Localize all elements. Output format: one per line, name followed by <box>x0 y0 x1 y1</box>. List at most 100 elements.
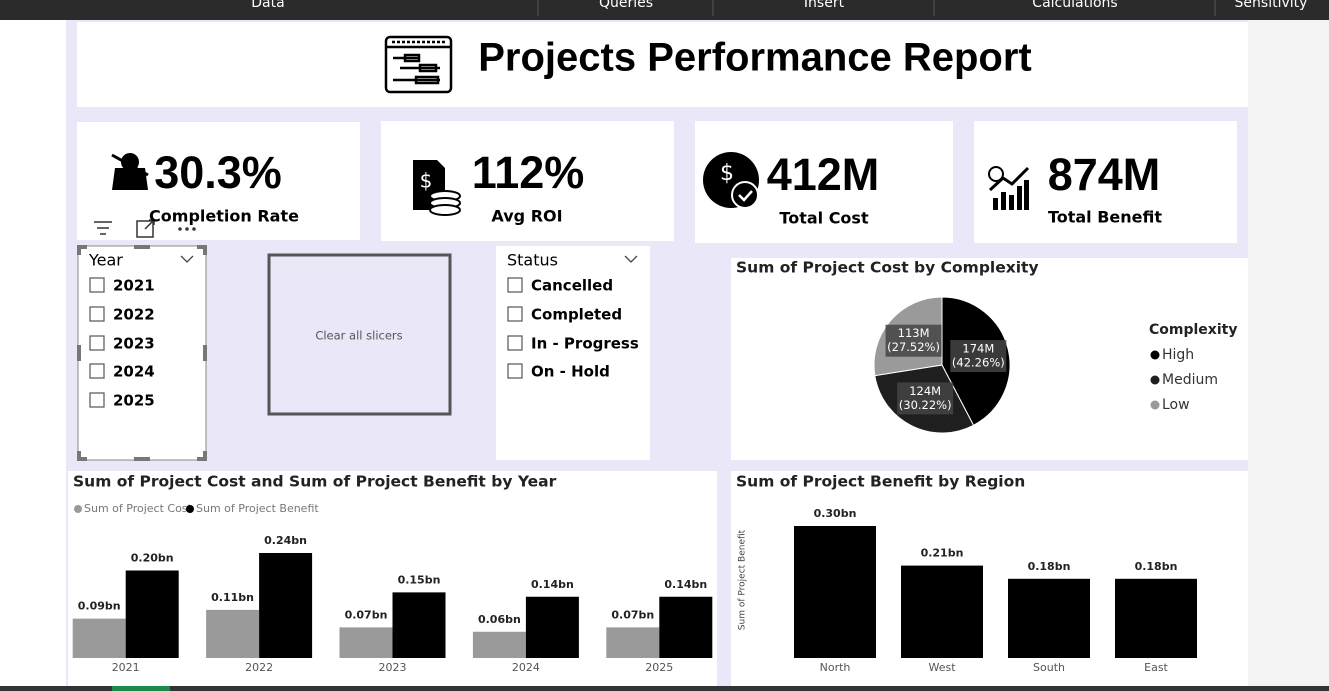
kpi-icon-cost: $ <box>703 152 759 209</box>
slicer-item[interactable]: 2025 <box>113 392 155 410</box>
data-label: (42.26%) <box>952 356 1005 370</box>
legend-label[interactable]: High <box>1162 347 1194 363</box>
dollar-glyph: $ <box>420 169 433 193</box>
label-box <box>885 324 942 357</box>
slicer-item[interactable]: On - Hold <box>531 363 610 381</box>
x-tick-label: South <box>1033 661 1065 674</box>
legend-marker[interactable] <box>1150 400 1160 410</box>
menu-item[interactable]: Sensitivity <box>1235 0 1308 11</box>
chart-title: Sum of Project Cost by Complexity <box>736 259 1039 277</box>
visual-toolbar[interactable] <box>94 219 196 238</box>
chart-title: Sum of Project Benefit by Region <box>736 473 1025 491</box>
label-box <box>897 382 954 415</box>
bar <box>259 553 313 658</box>
dollar-glyph: $ <box>720 161 734 186</box>
bar <box>901 565 983 658</box>
x-tick-label: 2023 <box>379 661 407 674</box>
menu-item[interactable]: Queries <box>599 0 653 11</box>
legend-marker[interactable] <box>1150 350 1160 360</box>
checkbox[interactable] <box>89 392 105 408</box>
x-tick-label: 2022 <box>245 661 273 674</box>
legend-marker[interactable] <box>186 505 194 513</box>
checkbox[interactable] <box>89 277 105 293</box>
checkbox[interactable] <box>89 306 105 322</box>
menu-bar <box>0 0 1329 20</box>
checkbox[interactable] <box>507 363 523 379</box>
x-tick-label: East <box>1144 661 1168 674</box>
legend-label[interactable]: Low <box>1162 397 1190 413</box>
bar <box>392 592 446 658</box>
bar <box>1115 578 1197 658</box>
data-label: 0.14bn <box>664 578 707 591</box>
label-box <box>950 340 1007 373</box>
data-label: (30.22%) <box>899 398 952 412</box>
bar <box>72 618 126 658</box>
kpi-icon-roi: $ <box>413 160 461 216</box>
checkbox[interactable] <box>507 306 523 322</box>
legend-label[interactable]: Medium <box>1162 372 1218 388</box>
data-label: 0.07bn <box>611 608 654 621</box>
menu-item[interactable]: Data <box>251 0 284 11</box>
kpi-label: Total Benefit <box>1048 208 1162 227</box>
checkbox[interactable] <box>507 277 523 293</box>
data-label: 0.09bn <box>78 600 121 613</box>
slicer-item[interactable]: 2021 <box>113 277 155 295</box>
dropdown-chevron[interactable] <box>180 255 194 263</box>
slicer-item[interactable]: 2023 <box>113 335 155 353</box>
legend-label[interactable]: Sum of Project Cost <box>84 502 193 515</box>
kpi-label: Total Cost <box>779 209 869 228</box>
bar <box>659 596 713 658</box>
kpi-label: Avg ROI <box>491 207 562 226</box>
bar <box>472 631 526 658</box>
header-card <box>77 22 1248 107</box>
kpi-value: 874M <box>1048 149 1161 200</box>
kpi-label: Completion Rate <box>149 207 299 226</box>
x-tick-label: North <box>820 661 851 674</box>
data-label: 0.21bn <box>921 547 964 560</box>
x-tick-label: 2024 <box>512 661 540 674</box>
slicer-item[interactable]: 2024 <box>113 363 155 381</box>
dropdown-chevron[interactable] <box>624 255 638 263</box>
x-tick-label: West <box>928 661 956 674</box>
legend-label[interactable]: Sum of Project Benefit <box>196 502 319 515</box>
slicer-item[interactable]: 2022 <box>113 306 155 324</box>
kpi-value: 112% <box>472 147 585 198</box>
data-label: 0.06bn <box>478 613 521 626</box>
bar <box>606 627 660 658</box>
menu-separators <box>537 0 1216 16</box>
y-axis-label: Sum of Project Benefit <box>738 529 748 630</box>
data-label: 0.11bn <box>211 591 254 604</box>
report-title: Projects Performance Report <box>478 36 1032 80</box>
checkbox[interactable] <box>507 335 523 351</box>
active-tab[interactable] <box>112 686 170 691</box>
bar <box>339 627 393 658</box>
clear-button[interactable] <box>267 253 452 416</box>
data-label: 113M <box>898 326 930 340</box>
checkbox[interactable] <box>89 363 105 379</box>
menu-item[interactable]: Calculations <box>1032 0 1117 11</box>
x-tick-label: 2025 <box>645 661 673 674</box>
slicer-item[interactable]: In - Progress <box>531 335 639 353</box>
checkbox[interactable] <box>89 335 105 351</box>
bar <box>1008 578 1090 658</box>
side-area <box>1248 20 1329 686</box>
chart-title: Sum of Project Cost and Sum of Project B… <box>73 473 557 491</box>
legend-marker[interactable] <box>74 505 82 513</box>
slicer-item[interactable]: Completed <box>531 306 622 324</box>
button-label[interactable]: Clear all slicers <box>315 329 402 343</box>
status-bar <box>0 686 1329 691</box>
bar <box>206 609 260 658</box>
slicer-title: Status <box>507 251 558 270</box>
data-label: 174M <box>962 342 994 356</box>
bar <box>794 526 876 658</box>
legend-marker[interactable] <box>1150 375 1160 385</box>
legend-title: Complexity <box>1149 322 1237 338</box>
header-icon <box>384 35 453 94</box>
menu-item[interactable]: Insert <box>804 0 845 11</box>
bar <box>525 596 579 658</box>
slicer-item[interactable]: Cancelled <box>531 277 613 295</box>
kpi-value: 30.3% <box>154 147 282 198</box>
bar <box>125 570 179 658</box>
